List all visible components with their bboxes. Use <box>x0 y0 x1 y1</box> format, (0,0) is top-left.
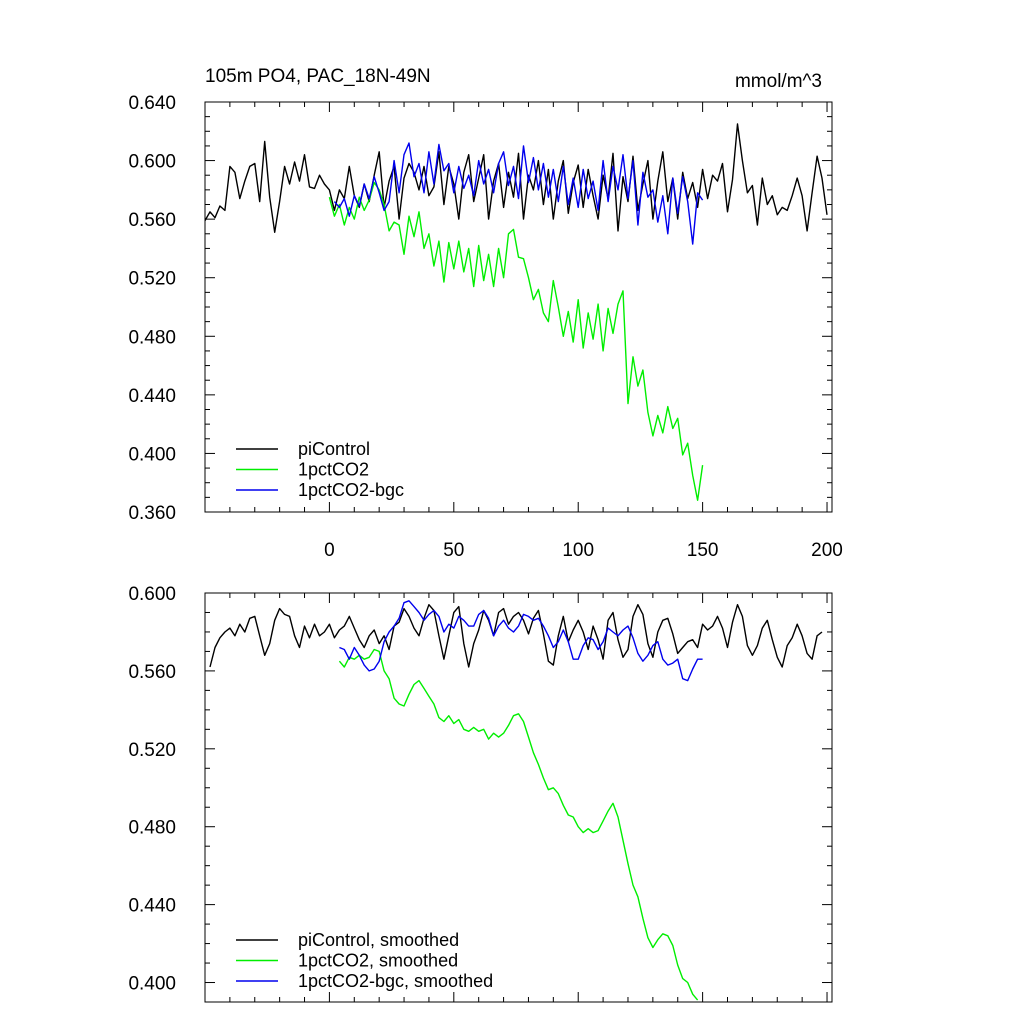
y-tick-label: 0.560 <box>128 210 176 231</box>
units-label: mmol/m^3 <box>735 71 822 92</box>
x-tick-label: 50 <box>443 540 464 561</box>
top-axes: 0 50 100 150 200 0.360 0.400 0.440 0.480 0.520 0.5… <box>128 93 842 561</box>
y-tick-label: 0.560 <box>128 662 176 683</box>
top-series <box>205 123 828 501</box>
y-tick-label: 0.640 <box>128 93 176 114</box>
x-tick-label: 100 <box>562 540 594 561</box>
legend-label: 1pctCO2 <box>298 460 369 480</box>
y-tick-label: 0.440 <box>128 896 176 917</box>
y-tick-label: 0.520 <box>128 740 176 761</box>
legend-label: 1pctCO2-bgc, smoothed <box>298 971 493 991</box>
y-tick-label: 0.600 <box>128 152 176 173</box>
bottom-panel: 0.400 0.440 0.480 0.520 0.560 0.600 piControl… <box>128 584 833 1003</box>
series-line-1pctco2-bgc-smoothed <box>339 600 703 682</box>
series-line-picontrol <box>205 123 828 234</box>
legend-label: 1pctCO2-bgc <box>298 480 404 500</box>
top-panel: 105m PO4, PAC_18N-49N mmol/m^3 0 50 100 150… <box>128 66 842 561</box>
series-line-picontrol-smoothed <box>209 604 823 668</box>
x-tick-label: 0 <box>324 540 335 561</box>
y-tick-label: 0.480 <box>128 818 176 839</box>
legend-label: 1pctCO2, smoothed <box>298 951 458 971</box>
x-tick-label: 150 <box>687 540 719 561</box>
plot-frame <box>204 592 833 1003</box>
series-line-1pctco2-smoothed <box>338 648 699 1001</box>
y-tick-label: 0.600 <box>128 584 176 605</box>
series-line-1pctco2-bgc <box>333 142 704 245</box>
x-tick-label: 200 <box>811 540 843 561</box>
bottom-axes: 0.400 0.440 0.480 0.520 0.560 0.600 <box>128 584 833 1003</box>
y-tick-label: 0.520 <box>128 269 176 290</box>
y-tick-label: 0.360 <box>128 503 176 524</box>
y-tick-label: 0.480 <box>128 327 176 348</box>
y-tick-label: 0.400 <box>128 444 176 465</box>
y-tick-label: 0.400 <box>128 974 176 995</box>
y-tick-label: 0.440 <box>128 386 176 407</box>
chart-title: 105m PO4, PAC_18N-49N <box>205 66 431 87</box>
bottom-series <box>209 600 823 1001</box>
legend-label: piControl, smoothed <box>298 930 459 950</box>
series-line-1pctco2 <box>328 181 704 501</box>
legend-label: piControl <box>298 439 370 459</box>
